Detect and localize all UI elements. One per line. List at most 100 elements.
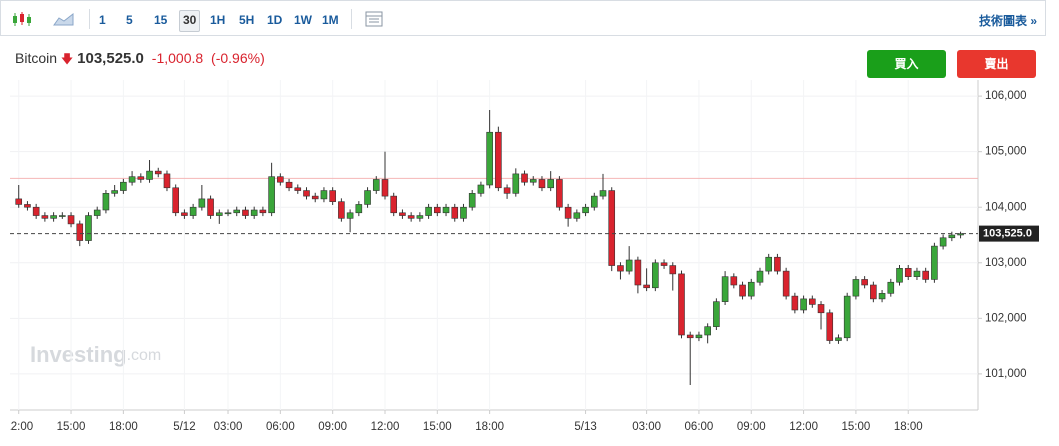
candle-body xyxy=(364,190,371,205)
candle-body xyxy=(285,181,293,189)
candle-body xyxy=(346,212,354,219)
interval-button[interactable]: 5H xyxy=(239,13,255,27)
candle-body xyxy=(756,270,764,283)
x-tick-label: 03:00 xyxy=(214,421,243,433)
interval-button[interactable]: 5 xyxy=(126,13,133,27)
candle-body xyxy=(93,209,101,216)
candle-body xyxy=(434,206,441,214)
interval-button[interactable]: 1M xyxy=(322,13,339,27)
candle-body xyxy=(172,187,179,214)
candle-body xyxy=(739,284,746,297)
candle-body xyxy=(904,268,912,277)
candle-body xyxy=(41,215,49,219)
interval-button[interactable]: 1H xyxy=(210,13,226,27)
watermark-brand: Investing xyxy=(30,342,127,367)
candle-body xyxy=(128,176,136,183)
candle-body xyxy=(495,131,502,189)
x-tick-label: 06:00 xyxy=(685,421,714,433)
candle-body xyxy=(582,206,589,214)
candle-body xyxy=(32,206,40,216)
candle-body xyxy=(817,304,825,314)
x-tick-label: 12:00 xyxy=(789,421,818,433)
candle-body xyxy=(573,212,581,219)
down-arrow: 🡇 xyxy=(60,52,74,66)
candle-body xyxy=(678,273,685,336)
x-tick-label: 5/12 xyxy=(173,421,195,433)
candle-body xyxy=(277,176,284,183)
x-tick-label: 09:00 xyxy=(737,421,766,433)
candle-body xyxy=(713,301,720,327)
y-tick-label: 104,000 xyxy=(985,201,1027,213)
y-tick-label: 106,000 xyxy=(985,90,1027,102)
candle-body xyxy=(67,215,75,225)
candle-body xyxy=(303,190,310,197)
candle-body xyxy=(521,173,528,183)
separator xyxy=(89,9,90,29)
candle-body xyxy=(564,206,572,219)
candle-body xyxy=(870,284,877,300)
interval-button[interactable]: 30 xyxy=(179,10,201,32)
interval-button[interactable]: 1W xyxy=(294,13,312,27)
last-price-label: 103,525.0 xyxy=(983,228,1032,240)
last-price-box xyxy=(979,225,1039,242)
candle-body xyxy=(250,209,258,216)
candle-body xyxy=(782,270,790,297)
candle-body xyxy=(468,193,476,208)
candle-body xyxy=(634,259,642,286)
candle-body xyxy=(704,326,711,336)
candle-body xyxy=(835,337,842,341)
x-tick-label: 18:00 xyxy=(475,421,504,433)
interval-button[interactable]: 1 xyxy=(99,13,106,27)
interval-button[interactable]: 15 xyxy=(154,13,168,27)
candle-body xyxy=(407,215,415,219)
candle-body xyxy=(931,245,938,280)
sell-button[interactable]: 賣出 xyxy=(957,50,1036,78)
area-icon[interactable] xyxy=(53,12,75,26)
candle-body xyxy=(111,190,118,194)
candle-body xyxy=(547,179,554,189)
y-tick-label: 102,000 xyxy=(985,312,1027,324)
candle-body xyxy=(939,237,947,247)
candle-body xyxy=(503,187,511,194)
interval-button[interactable]: 1D xyxy=(267,13,283,27)
candle-body xyxy=(660,262,668,266)
candle-body xyxy=(154,170,162,175)
candle-body xyxy=(390,195,398,214)
candle-body xyxy=(590,195,598,208)
candle-body xyxy=(372,179,380,191)
watermark-suffix: .com xyxy=(127,347,162,364)
change: -1,000.8 xyxy=(151,50,204,66)
x-tick-label: 5/13 xyxy=(574,421,596,433)
candle-body xyxy=(730,276,738,286)
candle-body xyxy=(120,181,127,191)
candle-body xyxy=(843,295,851,339)
separator xyxy=(351,9,352,29)
candle-body xyxy=(320,190,328,200)
candle-body xyxy=(957,233,964,236)
candle-body xyxy=(948,234,956,239)
tech-chart-link[interactable]: 技術圖表 » xyxy=(978,14,1037,28)
candle-body xyxy=(242,209,249,216)
candle-body xyxy=(529,179,537,183)
candle-body xyxy=(146,170,153,180)
candle-body xyxy=(338,201,345,219)
indicator-icon[interactable] xyxy=(365,11,383,27)
buy-button[interactable]: 買入 xyxy=(867,50,946,78)
candle-body xyxy=(76,223,84,241)
candle-body xyxy=(207,198,214,216)
candle-body xyxy=(425,206,432,216)
candle-body xyxy=(512,173,520,194)
candle-body xyxy=(451,206,459,219)
candle-body xyxy=(608,190,616,266)
candle-body xyxy=(224,212,232,215)
candle-body xyxy=(59,215,66,217)
candle-body xyxy=(198,198,206,208)
candle-body xyxy=(852,279,860,297)
candle-body xyxy=(887,281,895,294)
candle-body xyxy=(599,190,607,197)
candle-body xyxy=(460,206,467,219)
x-tick-label: 15:00 xyxy=(842,421,871,433)
candle-body xyxy=(181,212,188,216)
candle-icon[interactable] xyxy=(11,11,33,27)
candle-body xyxy=(442,206,450,214)
